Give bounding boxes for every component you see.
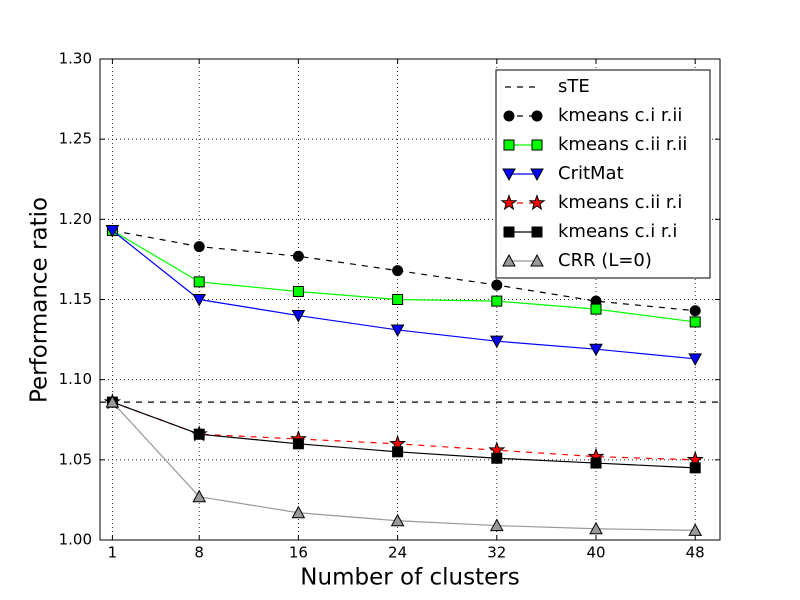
marker	[390, 513, 405, 527]
marker	[688, 523, 703, 536]
y-tick-label: 1.15	[59, 290, 92, 308]
x-tick-label: 32	[487, 544, 506, 562]
x-tick-label: 8	[194, 544, 204, 562]
marker	[502, 168, 516, 182]
marker	[489, 335, 504, 349]
marker	[590, 303, 602, 315]
y-axis-label: Performance ratio	[27, 197, 53, 403]
marker	[392, 446, 404, 458]
marker	[491, 279, 503, 291]
marker	[292, 438, 304, 450]
marker	[530, 253, 544, 267]
legend-label: CRR (L=0)	[558, 250, 652, 271]
marker	[193, 276, 205, 288]
marker	[292, 250, 304, 262]
marker	[105, 395, 120, 408]
x-axis-label: Number of clusters	[300, 565, 519, 591]
x-tick-label: 16	[289, 544, 308, 562]
marker	[489, 518, 504, 532]
marker	[392, 294, 404, 305]
marker	[491, 295, 503, 307]
marker	[500, 193, 518, 211]
marker	[589, 521, 603, 535]
y-tick-label: 1.20	[59, 210, 92, 228]
marker	[502, 253, 516, 267]
marker	[291, 505, 306, 519]
marker	[688, 353, 703, 366]
plot-frame	[99, 58, 721, 541]
marker	[528, 193, 546, 211]
y-tick-label: 1.25	[59, 130, 92, 148]
marker	[291, 310, 306, 323]
legend-label: kmeans c.i r.i	[558, 221, 677, 242]
marker	[105, 225, 120, 238]
x-tick-label: 40	[586, 544, 605, 562]
marker	[530, 168, 544, 182]
x-tick-label: 1	[108, 544, 118, 562]
marker	[531, 110, 543, 122]
y-tick-label: 1.05	[59, 450, 92, 468]
marker	[590, 457, 602, 469]
marker	[390, 324, 405, 338]
x-tick-label: 48	[686, 544, 705, 562]
marker	[193, 241, 205, 253]
x-tick-label: 24	[388, 544, 407, 562]
marker	[192, 294, 207, 307]
marker	[292, 285, 304, 297]
marker	[392, 265, 404, 277]
marker	[689, 305, 701, 317]
legend: sTE kmeans c.i r.ii kmeans c.ii r.ii CritMa…	[495, 69, 711, 279]
marker	[689, 316, 701, 328]
marker	[503, 139, 515, 151]
legend-label: kmeans c.ii r.ii	[558, 134, 687, 155]
marker	[192, 489, 207, 503]
legend-label: sTE	[558, 76, 590, 97]
marker	[589, 343, 603, 357]
marker	[503, 226, 515, 238]
y-tick-label: 1.30	[59, 50, 92, 68]
marker	[503, 110, 515, 122]
legend-label: kmeans c.ii r.i	[558, 192, 682, 213]
marker	[491, 452, 503, 464]
legend-label: CritMat	[558, 163, 624, 184]
legend-label: kmeans c.i r.ii	[558, 105, 682, 126]
y-tick-label: 1.10	[59, 370, 92, 388]
marker	[531, 226, 543, 238]
marker	[193, 428, 205, 440]
marker	[689, 462, 701, 474]
marker	[531, 139, 543, 151]
y-tick-label: 1.00	[59, 531, 92, 549]
